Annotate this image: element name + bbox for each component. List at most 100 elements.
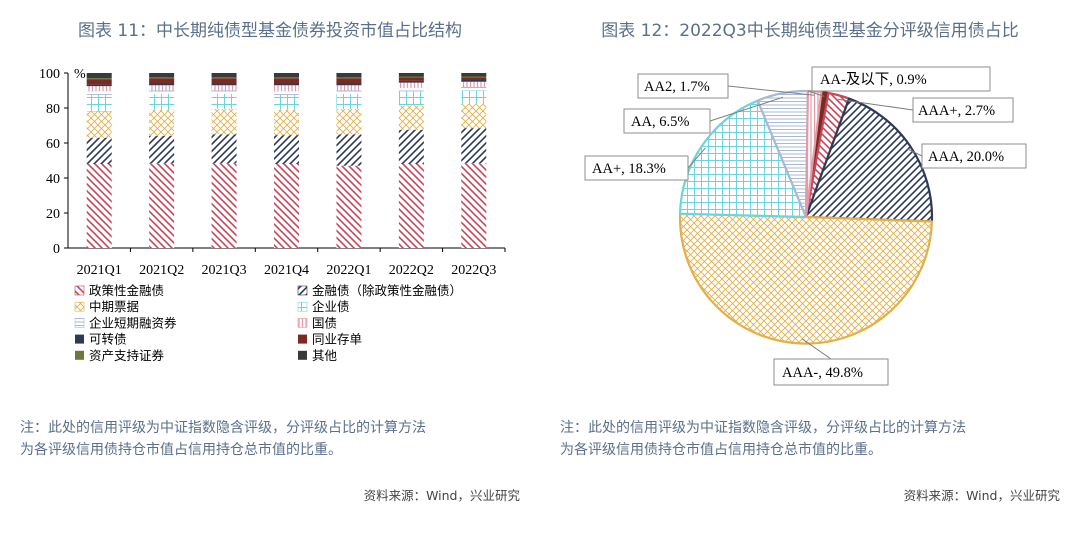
bar-segment xyxy=(461,163,487,248)
note-line-2: 为各评级信用债持仓市值占信用持仓总市值的比重。 xyxy=(560,442,882,458)
bar-segment xyxy=(211,83,237,86)
legend-label: 企业债 xyxy=(312,299,350,314)
y-tick-label: 60 xyxy=(46,137,60,152)
bar-segment xyxy=(86,91,112,95)
bar-segment xyxy=(461,90,487,104)
bar-segment xyxy=(461,76,487,78)
x-tick-label: 2021Q3 xyxy=(202,263,247,278)
leader-line xyxy=(837,98,914,111)
bar-segment xyxy=(336,94,362,109)
bar-segment xyxy=(398,164,424,248)
slice-label: AA-及以下, 0.9% xyxy=(820,72,927,88)
bar-segment xyxy=(461,87,487,91)
y-unit-label: % xyxy=(74,67,86,82)
bar-segment xyxy=(398,73,424,77)
slice-label-box xyxy=(584,155,689,181)
pie-chart-note: 注：此处的信用评级为中证指数隐含评级，分评级占比的计算方法 为各评级信用债持仓市… xyxy=(560,417,1070,461)
pie-slice xyxy=(678,99,808,219)
legend-label: 企业短期融资券 xyxy=(89,315,177,330)
slice-label-box xyxy=(623,108,711,134)
bar-segment xyxy=(211,77,237,79)
bar-segment xyxy=(398,87,424,92)
legend-swatch xyxy=(298,334,307,344)
legend-label: 其他 xyxy=(312,348,338,363)
bar-segment xyxy=(398,80,424,83)
bar-segment xyxy=(398,77,424,81)
bar-segment xyxy=(274,109,299,136)
bar-segment xyxy=(398,105,424,130)
bar-segment xyxy=(274,78,299,84)
x-tick-label: 2021Q1 xyxy=(77,263,122,278)
leader-line xyxy=(709,96,784,122)
bar-segment xyxy=(336,85,362,91)
bar-segment xyxy=(211,85,237,91)
bar-segment xyxy=(211,78,237,84)
slice-label: AAA+, 2.7% xyxy=(918,103,995,119)
x-tick-label: 2022Q2 xyxy=(389,263,434,278)
stacked-bar-chart: 0 20 40 60 80 100 % 2021Q1 2021Q2 2021Q3 2021Q4 202… xyxy=(39,67,506,363)
bar-segment xyxy=(336,77,362,79)
bar-segment xyxy=(398,129,424,164)
x-tick-label: 2022Q3 xyxy=(451,263,496,278)
bar-segment xyxy=(86,86,112,92)
y-tick-label: 100 xyxy=(39,67,60,82)
bar-chart-title: 图表 11：中长期纯债型基金债券投资市值占比结构 xyxy=(77,21,463,41)
bar-segment xyxy=(211,94,237,109)
legend-swatch xyxy=(297,318,308,328)
bar-segment xyxy=(149,73,175,78)
slice-label: AA, 6.5% xyxy=(631,114,689,130)
bar-segment xyxy=(149,163,175,248)
legend-swatch xyxy=(298,350,307,360)
bar-chart-source: 资料来源：Wind，兴业研究 xyxy=(363,488,520,503)
slice-label: AAA, 20.0% xyxy=(928,149,1004,165)
legend-label: 同业存单 xyxy=(312,332,362,347)
right-figure-panel: 图表 12：2022Q3中长期纯债型基金分评级信用债占比 AA-及以下, 0.9… xyxy=(540,0,1080,537)
left-figure-panel: 图表 11：中长期纯债型基金债券投资市值占比结构 0 20 40 60 80 100% 20… xyxy=(20,21,530,503)
legend-label: 政策性金融债 xyxy=(89,283,164,298)
legend-label: 资产支持证券 xyxy=(89,348,165,363)
slice-label: AAA-, 49.8% xyxy=(782,365,863,381)
bar-segment xyxy=(336,165,362,248)
legend-swatch xyxy=(297,301,308,312)
legend-swatch xyxy=(74,301,85,312)
legend-label: 中期票据 xyxy=(89,299,139,314)
rating-pie-chart: AA-及以下, 0.9% AAA+, 2.7% AAA, 20.0% AAA-, 49… xyxy=(584,66,1027,386)
bar-segment xyxy=(86,79,112,85)
leader-line xyxy=(807,90,825,97)
x-tick-label: 2021Q4 xyxy=(264,263,309,278)
pie-chart-source: 资料来源：Wind，兴业研究 xyxy=(903,488,1060,503)
note-line-1: 注：此处的信用评级为中证指数隐含评级，分评级占比的计算方法 xyxy=(20,420,426,436)
leader-line xyxy=(727,85,815,96)
bar-segment xyxy=(274,73,299,78)
bar-segment xyxy=(398,91,424,106)
legend-swatch xyxy=(297,285,308,296)
bar-segment xyxy=(274,94,299,110)
slice-label-box xyxy=(921,143,1027,169)
y-tick-label: 80 xyxy=(46,102,60,117)
pie-chart-title: 图表 12：2022Q3中长期纯债型基金分评级信用债占比 xyxy=(601,21,1019,41)
slice-label-box xyxy=(637,73,729,99)
bar-segment xyxy=(461,77,487,80)
y-tick-label: 20 xyxy=(46,207,60,222)
bar-segment xyxy=(461,80,487,82)
bar-segment xyxy=(211,134,237,164)
x-tick-label: 2021Q2 xyxy=(139,263,184,278)
bar-segment xyxy=(86,84,112,87)
bar-segment xyxy=(149,90,175,94)
bar-segment xyxy=(274,83,299,86)
bar-segment xyxy=(211,73,237,78)
legend-swatch xyxy=(75,350,84,360)
slice-label: AA2, 1.7% xyxy=(644,79,710,95)
bar-segment xyxy=(86,111,112,138)
note-line-1: 注：此处的信用评级为中证指数隐含评级，分评级占比的计算方法 xyxy=(560,420,966,436)
bar-segment xyxy=(149,85,175,91)
bar-segment xyxy=(149,78,175,84)
leader-line xyxy=(906,148,923,157)
bar-chart-note: 注：此处的信用评级为中证指数隐含评级，分评级占比的计算方法 为各评级信用债持仓市… xyxy=(20,417,530,461)
bar-segment xyxy=(86,94,112,112)
bar-segment xyxy=(149,94,175,110)
legend-label: 国债 xyxy=(312,315,337,330)
bar-segment xyxy=(398,82,424,88)
slice-label-box xyxy=(912,97,1014,123)
bar-segment xyxy=(274,164,299,248)
